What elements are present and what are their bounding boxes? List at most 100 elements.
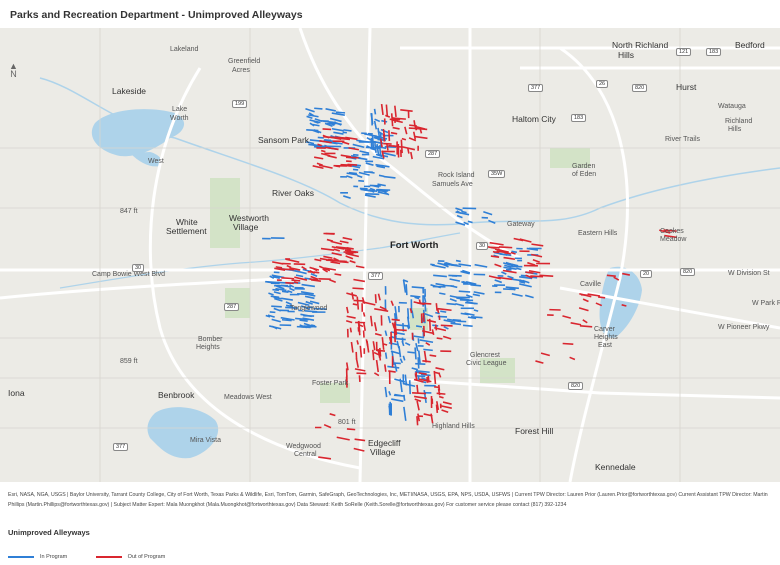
alley-segment bbox=[345, 255, 354, 260]
alley-segment bbox=[322, 134, 330, 139]
alley-segment bbox=[399, 378, 403, 393]
alley-segment bbox=[355, 358, 360, 368]
alley-segment bbox=[410, 151, 413, 160]
alley-segment bbox=[281, 318, 292, 322]
map-view[interactable]: ▲ N North Richland Hills Bedford Lakeland Gre… bbox=[0, 28, 780, 482]
place-label: Heights bbox=[196, 344, 220, 351]
alley-segment bbox=[433, 370, 437, 384]
alley-segment bbox=[304, 295, 315, 300]
alley-segment bbox=[413, 378, 424, 383]
alley-segment bbox=[371, 135, 375, 149]
alley-segment bbox=[297, 301, 310, 307]
alley-segment bbox=[273, 307, 281, 312]
alley-segment bbox=[353, 153, 359, 156]
place-label: North Richland bbox=[612, 40, 669, 50]
alley-segment bbox=[373, 120, 378, 130]
alley-segment bbox=[318, 456, 332, 460]
alley-segment bbox=[378, 350, 382, 361]
alley-segment bbox=[352, 303, 358, 306]
alley-segment bbox=[305, 108, 315, 113]
alley-segment bbox=[435, 311, 440, 315]
alley-segment bbox=[467, 220, 473, 224]
alley-segment bbox=[295, 317, 309, 321]
alley-segment bbox=[437, 307, 452, 312]
alley-segment bbox=[462, 269, 471, 274]
alley-segment bbox=[301, 266, 307, 271]
place-label: Samuels Ave bbox=[432, 181, 473, 188]
alley-segment bbox=[324, 122, 333, 128]
highway-shield: 377 bbox=[368, 272, 384, 280]
alley-segment bbox=[339, 260, 349, 264]
alley-segment bbox=[595, 302, 603, 307]
alley-segment bbox=[265, 280, 279, 284]
alley-segment bbox=[346, 306, 349, 314]
alley-segment bbox=[458, 263, 472, 267]
alley-segment bbox=[334, 273, 342, 276]
alley-segment bbox=[435, 282, 445, 286]
alley-segment bbox=[455, 207, 463, 212]
alley-segment bbox=[423, 413, 433, 417]
highway-shield: 121 bbox=[676, 48, 692, 56]
alley-segment bbox=[419, 127, 423, 134]
alley-segment bbox=[346, 315, 356, 319]
alley-segment bbox=[587, 293, 601, 297]
place-label: Eastern Hills bbox=[578, 230, 618, 237]
alley-segment bbox=[386, 144, 389, 151]
alley-segment bbox=[455, 221, 466, 226]
alley-segment bbox=[437, 372, 442, 378]
alley-segment bbox=[380, 103, 384, 116]
alley-segment bbox=[416, 400, 420, 411]
alley-segment bbox=[297, 292, 311, 296]
alley-segment bbox=[663, 229, 677, 232]
attribution-text: Esri, NASA, NGA, USGS | Baylor Universit… bbox=[8, 492, 768, 508]
alley-segment bbox=[525, 274, 533, 279]
alley-segment bbox=[390, 131, 398, 135]
alley-segment bbox=[473, 309, 479, 312]
highway-shield: 820 bbox=[680, 268, 696, 276]
alley-segment bbox=[531, 253, 543, 258]
alley-segment bbox=[341, 141, 350, 145]
alley-segment bbox=[305, 141, 315, 145]
alley-segment bbox=[392, 117, 401, 121]
alley-segment bbox=[526, 247, 539, 251]
place-label: Lake bbox=[172, 106, 188, 113]
alley-segment bbox=[375, 163, 390, 168]
alley-segment bbox=[388, 391, 392, 396]
place-label: Settlement bbox=[166, 226, 207, 236]
alley-segment bbox=[294, 276, 308, 281]
alley-segment bbox=[450, 285, 458, 289]
alley-segment bbox=[456, 210, 462, 214]
alley-segment bbox=[287, 290, 293, 294]
alley-segment bbox=[340, 154, 352, 158]
alley-segment bbox=[374, 332, 382, 337]
place-label: Glencrest bbox=[470, 352, 500, 359]
alley-segment bbox=[407, 351, 415, 354]
alley-segment bbox=[273, 291, 281, 295]
alley-segment bbox=[430, 263, 435, 266]
alley-segment bbox=[322, 268, 329, 273]
alley-segment bbox=[362, 301, 376, 306]
alley-segment bbox=[318, 265, 326, 270]
trinity-river bbox=[39, 77, 780, 226]
alley-segment bbox=[346, 247, 354, 250]
alley-segment bbox=[309, 122, 315, 127]
alley-segment bbox=[286, 264, 292, 269]
alley-segment bbox=[412, 392, 427, 395]
alley-segment bbox=[318, 164, 333, 169]
alley-segment bbox=[569, 356, 576, 361]
alley-segment bbox=[320, 152, 331, 157]
place-label: Greenfield bbox=[228, 58, 261, 65]
alley-segment bbox=[492, 250, 500, 254]
alley-segment bbox=[494, 263, 502, 268]
alley-segment bbox=[438, 395, 444, 399]
legend-label-in-program: In Program bbox=[40, 554, 68, 560]
legend-item-out-of-program: Out of Program bbox=[95, 554, 165, 560]
alley-segment bbox=[382, 152, 396, 157]
place-label: Haltom City bbox=[512, 114, 556, 124]
highway-shield: 26 bbox=[596, 80, 609, 88]
alley-segment bbox=[471, 315, 483, 319]
alley-segment bbox=[535, 360, 544, 364]
alley-segment bbox=[346, 172, 358, 176]
alley-segment bbox=[659, 229, 671, 234]
alley-segment bbox=[622, 272, 631, 276]
